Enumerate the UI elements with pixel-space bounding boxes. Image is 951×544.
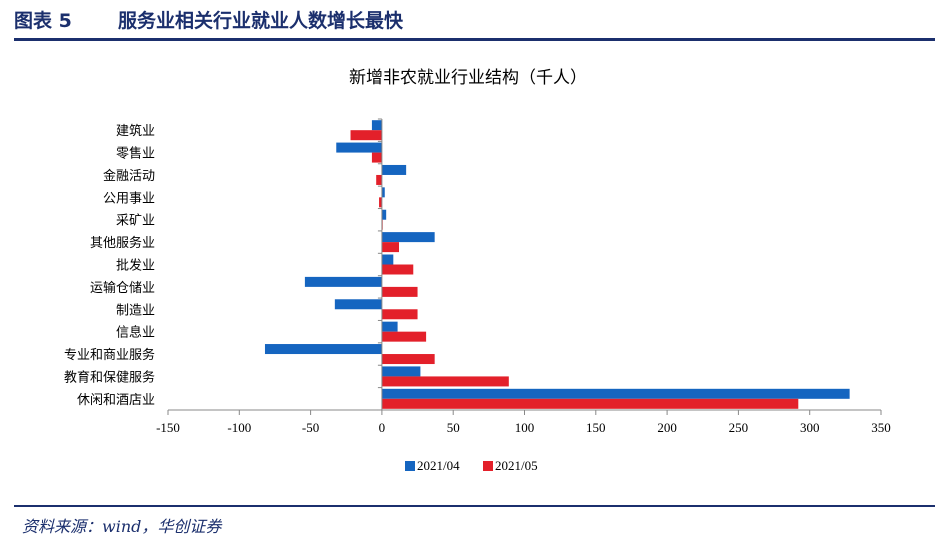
header-rule: [14, 38, 935, 41]
bar-a-7: [304, 276, 382, 287]
bar-b-3: [379, 197, 382, 208]
legend-swatch-a: [405, 461, 415, 471]
category-label: 建筑业: [116, 123, 155, 139]
bar-b-1: [371, 152, 382, 163]
category-label: 制造业: [116, 303, 155, 318]
legend-label-a: 2021/04: [417, 458, 460, 473]
bar-b-0: [350, 130, 382, 141]
bar-a-2: [381, 164, 407, 175]
bar-b-6: [381, 264, 414, 275]
bar-a-12: [381, 388, 850, 399]
bars-group: 建筑业零售业金融活动公用事业采矿业其他服务业批发业运输仓储业制造业信息业专业和商…: [64, 120, 850, 409]
legend-swatch-b: [483, 461, 493, 471]
bar-b-8: [381, 309, 418, 320]
bar-b-7: [381, 286, 418, 297]
category-label: 采矿业: [116, 214, 155, 229]
bar-b-2: [376, 174, 382, 185]
legend-label-b: 2021/05: [495, 458, 538, 473]
source-label: 资料来源：: [22, 517, 103, 536]
category-label: 其他服务业: [90, 235, 155, 251]
category-label: 批发业: [116, 258, 155, 274]
legend: 2021/04 2021/05: [405, 458, 538, 473]
x-tick-label: -100: [227, 420, 251, 435]
bar-b-5: [381, 242, 400, 253]
figure-number: 图表 5: [14, 10, 72, 32]
x-tick-label: -50: [302, 420, 319, 435]
bar-a-5: [381, 232, 435, 243]
category-label: 运输仓储业: [90, 280, 155, 296]
x-tick-label: 200: [657, 420, 677, 435]
bar-a-9: [381, 321, 398, 332]
x-tick-label: 150: [586, 420, 606, 435]
bar-a-11: [381, 366, 421, 377]
category-label: 公用事业: [103, 191, 155, 206]
bar-a-3: [381, 187, 385, 198]
x-tick-label: 100: [515, 420, 535, 435]
category-label: 教育和保健服务: [64, 369, 155, 385]
bar-b-11: [381, 376, 509, 387]
x-tick-label: 350: [871, 420, 891, 435]
source-text: wind，华创证券: [102, 517, 222, 536]
bar-a-1: [336, 142, 382, 153]
category-label: 专业和商业服务: [64, 347, 155, 363]
x-tick-label: 50: [447, 420, 460, 435]
bar-a-0: [371, 120, 382, 131]
bar-b-10: [381, 354, 435, 365]
category-label: 休闲和酒店业: [77, 393, 155, 408]
figure-title: 服务业相关行业就业人数增长最快: [118, 10, 404, 32]
bar-a-8: [334, 299, 382, 310]
bar-b-12: [381, 398, 799, 409]
x-tick-label: -150: [156, 420, 180, 435]
bar-a-10: [264, 344, 382, 355]
bar-b-9: [381, 331, 427, 342]
bar-a-6: [381, 254, 394, 265]
category-label: 信息业: [116, 325, 155, 341]
category-label: 金融活动: [103, 168, 155, 184]
x-tick-label: 0: [379, 420, 386, 435]
category-label: 零售业: [116, 146, 155, 162]
footer-rule: [14, 505, 935, 507]
bar-a-4: [381, 209, 387, 220]
axes-group: -150 -100 -50 0 50 100 150 200 250 300 350: [156, 118, 891, 435]
chart-title: 新增非农就业行业结构（千人）: [349, 68, 587, 88]
x-tick-label: 250: [729, 420, 749, 435]
source-note: 资料来源：wind，华创证券: [22, 513, 221, 537]
x-tick-label: 300: [800, 420, 820, 435]
